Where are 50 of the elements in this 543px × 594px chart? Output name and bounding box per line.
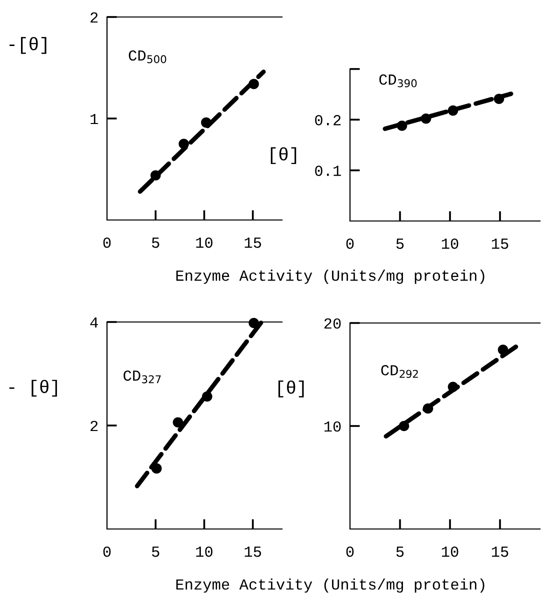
point	[178, 138, 189, 150]
point	[448, 382, 458, 392]
y-tick-label: 2	[90, 420, 98, 432]
y-axis-title: -[θ]	[10, 37, 46, 54]
point	[248, 318, 259, 328]
x-tick-label: 5	[152, 238, 160, 248]
point	[150, 170, 161, 180]
chart-title: CD$_{390}$	[379, 74, 417, 88]
text: CD$_{500}$	[128, 50, 166, 64]
point	[151, 463, 162, 474]
x-axis-title: Enzyme Activity (Units/mg protein)	[176, 578, 484, 593]
y-tick-label: 10	[324, 421, 341, 432]
x-tick-label: 0	[346, 546, 354, 557]
x-tick-label: 15	[492, 238, 508, 249]
point	[448, 105, 458, 116]
x-tick-label: 10	[196, 546, 212, 557]
point	[422, 403, 434, 414]
text: CD$_{327}$	[124, 370, 161, 384]
point	[396, 120, 408, 131]
y-tick-label: 0.1	[315, 166, 341, 176]
point	[420, 114, 432, 124]
x-tick-label: 0	[346, 238, 354, 249]
x-tick-label: 10	[442, 546, 458, 557]
point	[494, 94, 504, 104]
x-tick-label: 15	[492, 546, 508, 557]
y-tick-label: 0.2	[315, 114, 341, 126]
y-tick-label: 4	[90, 317, 98, 328]
point	[498, 344, 508, 355]
point	[248, 78, 259, 90]
x-tick-label: 0	[103, 238, 111, 248]
text: CD$_{292}$	[381, 365, 418, 378]
point	[172, 417, 184, 428]
y-axis-title: [θ]	[278, 380, 304, 398]
y-tick-label: 20	[324, 318, 341, 329]
x-tick-label: 5	[396, 238, 404, 249]
x-tick-label: 5	[396, 546, 404, 557]
x-tick-label: 5	[152, 546, 160, 557]
y-tick-label: 1	[90, 114, 98, 124]
x-tick-label: 15	[244, 546, 262, 557]
point	[201, 117, 212, 128]
point	[398, 420, 410, 432]
x-tick-label: 0	[103, 546, 111, 557]
x-tick-label: 15	[244, 238, 262, 248]
y-axis-title: [θ]	[270, 147, 296, 164]
x-tick-label: 10	[196, 238, 212, 248]
x-tick-label: 10	[442, 238, 458, 249]
y-tick-label: 2	[90, 12, 98, 23]
point	[202, 391, 212, 402]
y-axis-title: - [θ]	[9, 380, 57, 397]
x-axis-title: Enzyme Activity (Units/mg protein)	[176, 270, 484, 284]
